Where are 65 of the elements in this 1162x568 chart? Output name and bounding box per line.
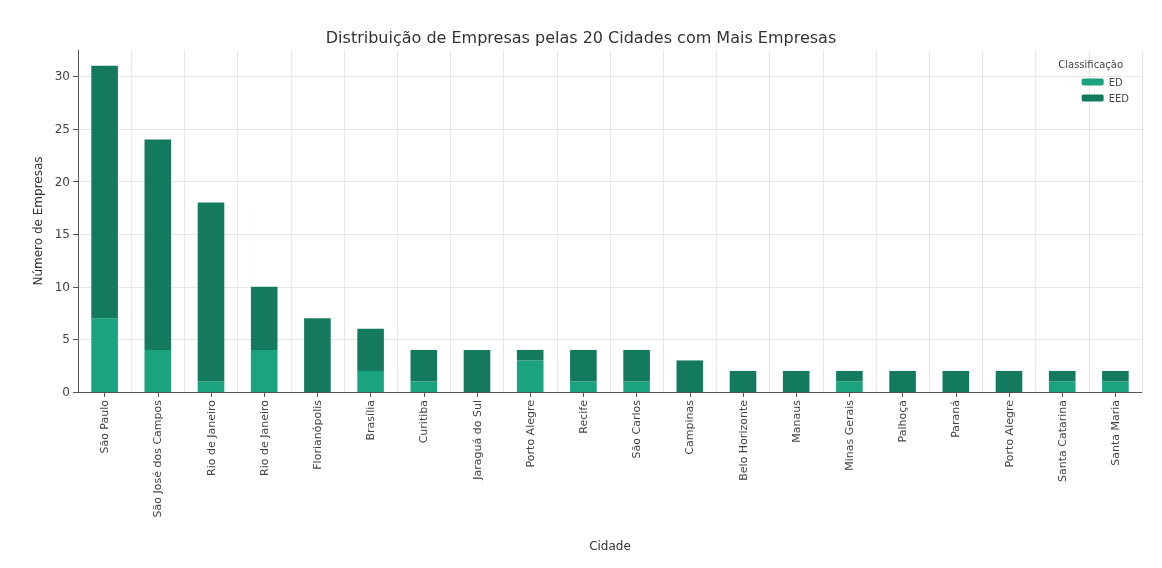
x-tick-label: Curitiba <box>417 400 431 444</box>
x-tick-label: Recife <box>576 399 590 434</box>
x-tick-label: Paraná <box>949 400 963 438</box>
bar <box>357 370 384 392</box>
y-tick-label: 25 <box>54 121 70 136</box>
legend-title: Classificação <box>1058 58 1124 70</box>
y-tick-label: 20 <box>54 174 70 189</box>
bar <box>570 349 597 382</box>
x-tick-label: São José dos Campos <box>151 399 165 518</box>
bar <box>197 381 225 392</box>
y-axis-title: Número de Empresas <box>30 156 45 286</box>
bar <box>889 370 916 392</box>
x-tick-label: Jaraguá do Sul <box>470 400 484 481</box>
bar <box>1048 381 1076 392</box>
bar <box>144 139 172 350</box>
bar <box>410 381 438 392</box>
x-tick-label: Belo Horizonte <box>736 399 750 481</box>
bar <box>1102 370 1129 382</box>
legend-label: ED <box>1108 76 1123 88</box>
x-tick-label: Santa Catarina <box>1055 400 1069 483</box>
bar <box>782 370 810 392</box>
y-tick-label: 15 <box>54 227 70 242</box>
bar <box>623 381 650 392</box>
bar <box>357 328 384 371</box>
y-tick-label: 0 <box>62 385 70 399</box>
x-tick-label: Rio de Janeiro <box>204 399 218 476</box>
bar <box>410 349 438 382</box>
bar <box>463 349 491 392</box>
bar <box>516 349 544 361</box>
bar <box>91 65 118 319</box>
bar <box>1048 370 1076 382</box>
bar <box>836 381 863 392</box>
x-axis-title: Cidade <box>589 539 631 553</box>
chart-title: Distribuição de Empresas pelas 20 Cidades com Mais Empresas <box>325 27 837 47</box>
bar <box>729 370 757 392</box>
x-tick-label: Santa Maria <box>1108 400 1122 466</box>
x-tick-label: Florianópolis <box>310 399 324 470</box>
x-tick-label: São Paulo <box>98 399 112 454</box>
x-tick-label: Brasília <box>364 400 378 441</box>
x-tick-label: Minas Gerais <box>842 399 856 471</box>
bar <box>676 360 704 392</box>
bar <box>516 360 544 392</box>
bar <box>836 370 863 382</box>
x-tick-label: Porto Alegre <box>1002 399 1016 468</box>
bar <box>144 349 172 392</box>
legend-label: EED <box>1108 92 1130 104</box>
bar <box>197 202 225 382</box>
x-tick-label: Campinas <box>683 399 697 455</box>
y-tick-label: 10 <box>54 279 70 294</box>
x-tick-label: São Carlos <box>630 399 644 459</box>
bar <box>250 349 278 392</box>
bar <box>250 286 278 350</box>
bar <box>91 318 118 392</box>
x-tick-label: Palhoça <box>896 400 910 443</box>
x-tick-label: Rio de Janeiro <box>257 399 271 476</box>
y-tick-label: 30 <box>54 69 70 84</box>
bar <box>942 370 970 392</box>
y-tick-label: 5 <box>62 332 70 347</box>
bar <box>1102 381 1129 392</box>
bar <box>570 381 597 392</box>
bar <box>623 349 650 382</box>
bar <box>304 318 331 392</box>
x-tick-label: Porto Alegre <box>523 399 537 468</box>
bar <box>995 370 1023 392</box>
x-tick-label: Manaus <box>789 399 803 443</box>
